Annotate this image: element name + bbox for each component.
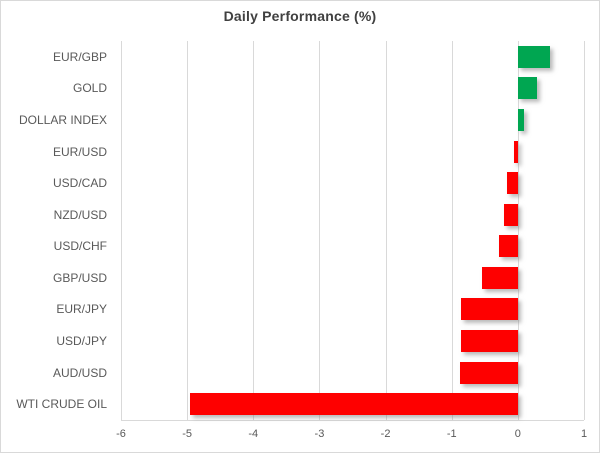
bar-nzd-usd [503, 203, 518, 226]
bar-usd-chf [499, 235, 518, 258]
category-label: DOLLAR INDEX [18, 112, 107, 127]
x-tick-label: -5 [182, 428, 193, 440]
category-label: GOLD [72, 81, 107, 96]
gridline [584, 41, 585, 420]
bar-eur-gbp [517, 45, 550, 68]
bar-gold [517, 77, 538, 100]
gridline [253, 41, 255, 420]
category-label: USD/CHF [53, 239, 107, 254]
bar-eur-usd [513, 140, 518, 163]
gridline [319, 41, 321, 420]
bar-wti-crude-oil [190, 393, 518, 416]
category-label: USD/JPY [56, 334, 107, 349]
x-tick-label: -2 [380, 428, 391, 440]
x-axis-line [121, 420, 584, 421]
bar-dollar-index [517, 108, 525, 131]
x-tick-label: 0 [514, 428, 521, 440]
gridline [385, 41, 387, 420]
gridline [187, 41, 189, 420]
category-label: GBP/USD [52, 270, 107, 285]
gridline [451, 41, 453, 420]
category-label: WTI CRUDE OIL [16, 397, 107, 412]
bar-eur-jpy [460, 298, 518, 321]
chart-title: Daily Performance (%) [223, 8, 377, 24]
x-tick-label: -3 [314, 428, 325, 440]
bar-usd-cad [507, 172, 518, 195]
category-label: USD/CAD [52, 176, 107, 191]
category-label: NZD/USD [53, 207, 107, 222]
x-tick-label: 1 [580, 428, 588, 440]
category-label: EUR/JPY [56, 302, 107, 317]
x-tick-label: -1 [446, 428, 457, 440]
bar-gbp-usd [482, 266, 518, 289]
x-tick-label: -6 [116, 428, 126, 440]
bar-usd-jpy [460, 330, 518, 353]
gridline [517, 41, 519, 420]
category-label: EUR/USD [52, 144, 107, 159]
category-label: AUD/USD [52, 365, 107, 380]
gridline [121, 41, 122, 420]
x-tick-label: -4 [248, 428, 259, 440]
category-label: EUR/GBP [52, 49, 107, 64]
bar-aud-usd [459, 361, 518, 384]
